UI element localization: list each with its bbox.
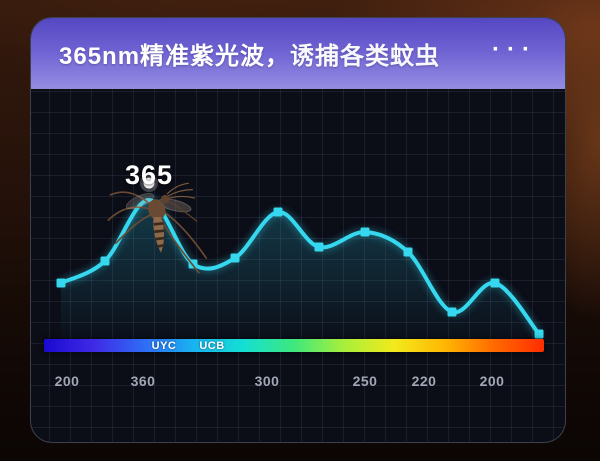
x-axis-tick-label: 250	[352, 373, 378, 389]
x-axis-tick-label: 360	[130, 373, 156, 389]
wavelength-curve-svg	[56, 174, 544, 339]
promo-card: 365nm精准紫光波，诱捕各类蚊虫 ···	[30, 17, 566, 443]
x-axis-tick-label: 200	[54, 373, 80, 389]
x-axis-tick-label: 200	[479, 373, 505, 389]
spectrum-band-label: UCB	[199, 339, 225, 352]
data-point-marker	[403, 247, 413, 257]
data-point-marker	[360, 227, 370, 237]
title-highlight: 365nm精准紫光波，	[59, 42, 291, 70]
x-axis-tick-label: 300	[254, 373, 280, 389]
more-menu-icon[interactable]: ···	[492, 36, 537, 63]
mosquito-icon	[107, 182, 208, 274]
curve-markers	[56, 174, 544, 339]
data-point-marker	[490, 278, 500, 288]
spectrum-band-label: UYC	[151, 339, 177, 352]
light-spectrum-bar: UYC UCB	[44, 339, 544, 352]
data-point-marker	[273, 207, 283, 217]
x-axis-tick-label: 220	[411, 373, 437, 389]
peak-dot	[143, 177, 155, 189]
data-point-marker	[100, 256, 110, 266]
curve-area-fill	[61, 199, 539, 339]
title-rest: 诱捕各类蚊虫	[290, 42, 441, 70]
data-point-marker	[314, 242, 324, 252]
data-point-marker	[56, 278, 66, 288]
data-point-marker	[534, 329, 544, 339]
peak-wavelength-label: 365	[124, 160, 174, 190]
data-point-marker	[447, 307, 457, 317]
page-title: 365nm精准紫光波，诱捕各类蚊虫	[59, 36, 440, 71]
card-header: 365nm精准紫光波，诱捕各类蚊虫 ···	[31, 18, 565, 89]
data-point-marker	[230, 253, 240, 263]
curve-line	[59, 197, 541, 336]
